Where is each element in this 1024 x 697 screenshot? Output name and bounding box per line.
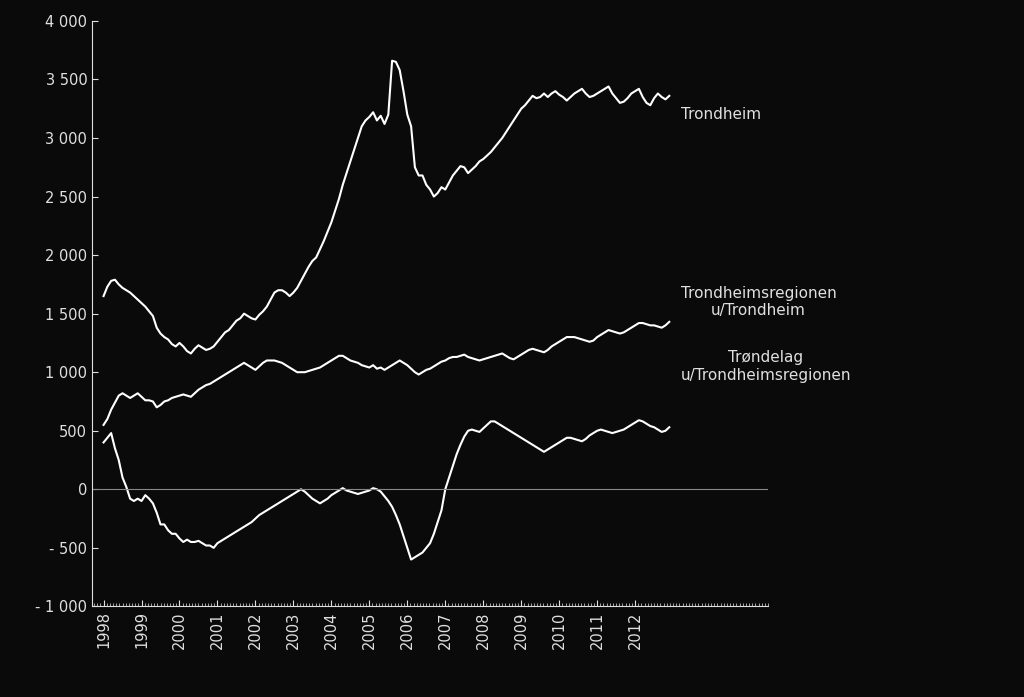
- Text: Trondheim: Trondheim: [681, 107, 761, 122]
- Text: Trondheimsregionen
u/Trondheim: Trondheimsregionen u/Trondheim: [681, 286, 837, 318]
- Text: Trøndelag
u/Trondheimsregionen: Trøndelag u/Trondheimsregionen: [681, 350, 851, 383]
